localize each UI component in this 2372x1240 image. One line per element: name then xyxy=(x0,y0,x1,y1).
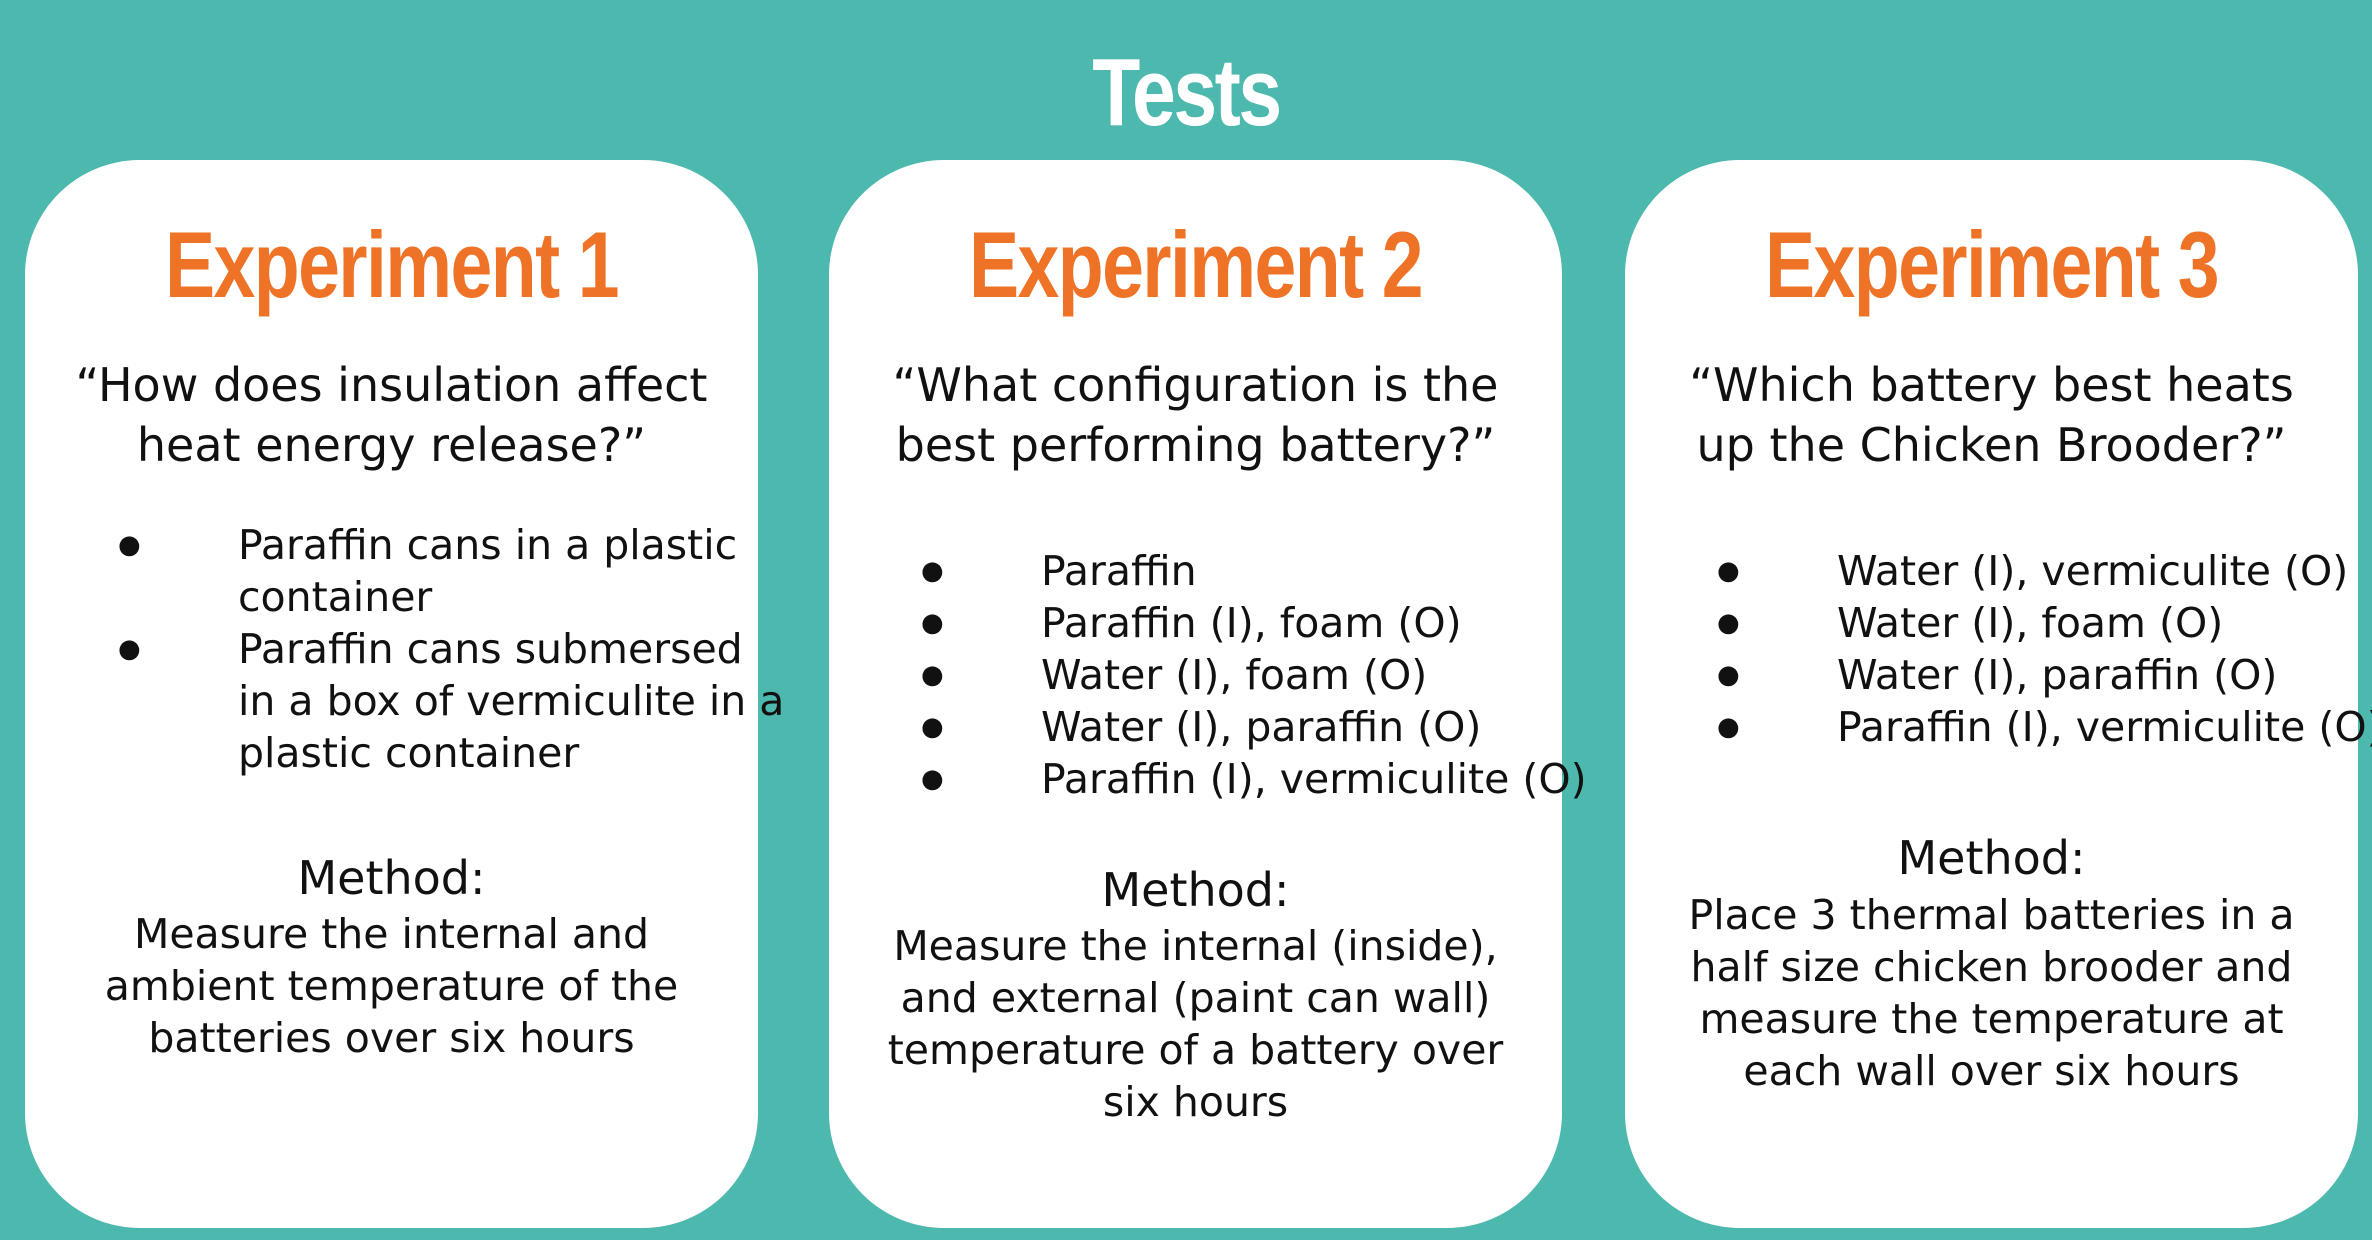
list-item: Water (I), foam (O) xyxy=(921,649,1587,701)
list-item: Paraffin (I), vermiculite (O) xyxy=(921,753,1587,805)
method-line: half size chicken brooder and xyxy=(1690,943,2293,991)
experiment-question: “How does insulation affect heat energy … xyxy=(25,355,758,475)
experiment-title: Experiment 3 xyxy=(1764,212,2220,317)
page-title: Tests xyxy=(1092,39,1282,146)
list-item: Water (I), paraffin (O) xyxy=(921,701,1587,753)
method-line: six hours xyxy=(1102,1078,1289,1126)
list-item-line: container xyxy=(238,573,433,621)
question-line: “What configuration is the xyxy=(892,358,1499,412)
list-item: Paraffin cans submersed in a box of verm… xyxy=(118,623,784,779)
method-text: Measure the internal (inside), and exter… xyxy=(829,920,1562,1128)
list-item-line: Paraffin (I), vermiculite (O) xyxy=(1837,703,2372,751)
list-item: Paraffin (I), vermiculite (O) xyxy=(1717,701,2372,753)
experiment-question: “Which battery best heats up the Chicken… xyxy=(1625,355,2358,475)
list-item-line: Water (I), foam (O) xyxy=(1837,599,2224,647)
list-item-line: in a box of vermiculite in a xyxy=(238,677,785,725)
question-line: best performing battery?” xyxy=(895,418,1496,472)
method-text: Measure the internal and ambient tempera… xyxy=(25,908,758,1064)
method-line: Measure the internal (inside), xyxy=(893,922,1498,970)
method-line: batteries over six hours xyxy=(148,1014,635,1062)
experiment-title: Experiment 1 xyxy=(164,212,620,317)
method-label: Method: xyxy=(297,851,486,905)
list-item-line: Paraffin cans submersed xyxy=(238,625,743,673)
question-line: up the Chicken Brooder?” xyxy=(1696,418,2287,472)
experiment-items: Paraffin Paraffin (I), foam (O) Water (I… xyxy=(921,545,1587,805)
list-item: Paraffin (I), foam (O) xyxy=(921,597,1587,649)
method-label: Method: xyxy=(1897,831,2086,885)
list-item: Water (I), paraffin (O) xyxy=(1717,649,2372,701)
method-text: Place 3 thermal batteries in a half size… xyxy=(1625,889,2358,1097)
list-item: Paraffin cans in a plastic container xyxy=(118,519,784,623)
list-item-line: Water (I), foam (O) xyxy=(1041,651,1428,699)
experiment-items: Water (I), vermiculite (O) Water (I), fo… xyxy=(1717,545,2372,753)
experiment-question: “What configuration is the best performi… xyxy=(829,355,1562,475)
list-item-line: Water (I), paraffin (O) xyxy=(1837,651,2278,699)
method-line: Measure the internal and xyxy=(133,910,650,958)
method-line: measure the temperature at xyxy=(1699,995,2284,1043)
experiment-items: Paraffin cans in a plastic container Par… xyxy=(118,519,784,779)
list-item: Water (I), vermiculite (O) xyxy=(1717,545,2372,597)
list-item: Paraffin xyxy=(921,545,1587,597)
experiment-title: Experiment 2 xyxy=(968,212,1424,317)
method-line: ambient temperature of the xyxy=(104,962,679,1010)
method-line: and external (paint can wall) xyxy=(900,974,1491,1022)
question-line: “How does insulation affect xyxy=(75,358,708,412)
question-line: “Which battery best heats xyxy=(1689,358,2294,412)
question-line: heat energy release?” xyxy=(136,418,647,472)
list-item: Water (I), foam (O) xyxy=(1717,597,2372,649)
method-line: temperature of a battery over xyxy=(887,1026,1504,1074)
method-line: Place 3 thermal batteries in a xyxy=(1688,891,2295,939)
list-item-line: Paraffin cans in a plastic xyxy=(238,521,738,569)
list-item-line: plastic container xyxy=(238,729,580,777)
list-item-line: Paraffin xyxy=(1041,547,1197,595)
list-item-line: Paraffin (I), foam (O) xyxy=(1041,599,1462,647)
list-item-line: Water (I), vermiculite (O) xyxy=(1837,547,2349,595)
method-label: Method: xyxy=(1101,863,1290,917)
list-item-line: Paraffin (I), vermiculite (O) xyxy=(1041,755,1587,803)
method-line: each wall over six hours xyxy=(1743,1047,2240,1095)
list-item-line: Water (I), paraffin (O) xyxy=(1041,703,1482,751)
